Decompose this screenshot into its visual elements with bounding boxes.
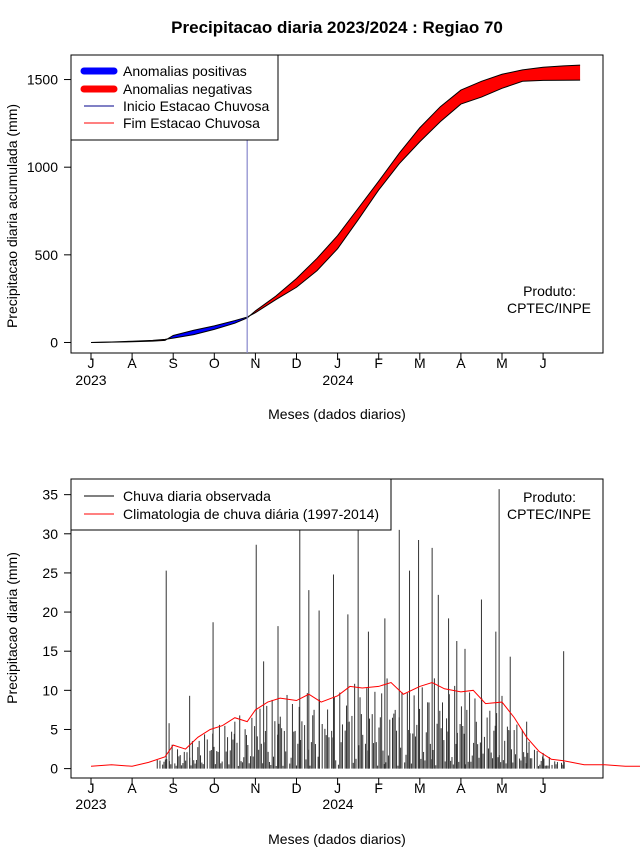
chart2-y-tick-label: 30	[42, 526, 58, 542]
anomaly-negative-area	[250, 65, 581, 316]
chart2-x-axis-label: Meses (dados diarios)	[268, 831, 406, 847]
chart2-x-tick-label: A	[127, 780, 137, 796]
chart1-x-tick-label: F	[374, 355, 383, 371]
chart1-x-tick-label: M	[496, 355, 508, 371]
chart1-y-tick-label: 1500	[27, 72, 58, 88]
chart2-x-tick-label: J	[540, 780, 547, 796]
chart1-x-tick-label: J	[540, 355, 547, 371]
chart2-x-tick-label: N	[250, 780, 260, 796]
chart1-x-tick-label: D	[291, 355, 301, 371]
chart2-legend-box	[70, 478, 392, 531]
legend-label-inicio-estacao: Inicio Estacao Chuvosa	[123, 98, 270, 114]
chart1-y-axis-label: Precipitacao diaria acumulada (mm)	[4, 104, 20, 328]
chart2-annotation-line1: Produto:	[523, 489, 576, 505]
chart2-y-tick-label: 0	[50, 761, 58, 777]
chart1-legend: Anomalias positivas Anomalias negativas …	[70, 54, 279, 141]
chart1-y-tick-label: 500	[35, 247, 59, 263]
chart2-x-tick-label: J	[88, 780, 95, 796]
legend-label-chuva-observada: Chuva diaria observada	[123, 488, 271, 504]
chart2-x-tick-label: A	[456, 780, 466, 796]
chart1-x-tick-label: O	[209, 355, 220, 371]
chart2-y-tick-label: 5	[50, 721, 58, 737]
chart1-year-label-2023: 2023	[75, 372, 106, 388]
chart1-annotation-line1: Produto:	[523, 283, 576, 299]
chart1-x-axis-label: Meses (dados diarios)	[268, 406, 406, 422]
chart2-x-tick-label: S	[169, 780, 178, 796]
chart1-x-tick-label: J	[334, 355, 341, 371]
chart1-x-tick-label: J	[88, 355, 95, 371]
chart1-year-label-2024: 2024	[322, 372, 353, 388]
chart1-title: Precipitacao diaria 2023/2024 : Regiao 7…	[171, 18, 503, 37]
climatology-cumulative-line	[90, 64, 581, 343]
climatology-daily-line	[90, 681, 640, 767]
chart2-year-label-2023: 2023	[75, 796, 106, 812]
chart2-x-tick-label: O	[209, 780, 220, 796]
chart1-x-tick-label: S	[169, 355, 178, 371]
chart1-x-tick-label: N	[250, 355, 260, 371]
chart2-annotation-line2: CPTEC/INPE	[507, 506, 591, 522]
chart2-y-tick-label: 35	[42, 487, 58, 503]
chart2-year-label-2024: 2024	[322, 796, 353, 812]
legend-label-climatologia: Climatologia de chuva diária (1997-2014)	[123, 506, 379, 522]
chart1-x-tick-label: A	[127, 355, 137, 371]
legend-label-anomalias-positivas: Anomalias positivas	[123, 63, 247, 79]
chart2-x-tick-label: M	[496, 780, 508, 796]
chart1-y-axis: 0 500 1000 1500	[27, 72, 72, 350]
chart2-legend: Chuva diaria observada Climatologia de c…	[70, 478, 392, 531]
chart2-data-layer	[90, 489, 640, 769]
chart2-y-tick-label: 20	[42, 604, 58, 620]
chart2-y-tick-label: 25	[42, 565, 58, 581]
chart2-y-tick-label: 10	[42, 682, 58, 698]
legend-label-fim-estacao: Fim Estacao Chuvosa	[123, 115, 260, 131]
chart1-y-tick-label: 1000	[27, 159, 58, 175]
chart2-y-tick-label: 15	[42, 643, 58, 659]
chart2-x-tick-label: J	[334, 780, 341, 796]
chart1-y-tick-label: 0	[50, 334, 58, 350]
chart2-x-tick-label: F	[374, 780, 383, 796]
chart1-annotation-line2: CPTEC/INPE	[507, 300, 591, 316]
chart2-y-axis-label: Precipitacao diaria (mm)	[4, 552, 20, 704]
chart2-y-axis: 0 5 10 15 20 25 30 35	[42, 487, 72, 777]
chart1-x-tick-label: A	[456, 355, 466, 371]
chart2-x-tick-label: M	[414, 780, 426, 796]
chart2-x-tick-label: D	[291, 780, 301, 796]
chart1-x-tick-label: M	[414, 355, 426, 371]
legend-label-anomalias-negativas: Anomalias negativas	[123, 81, 252, 97]
